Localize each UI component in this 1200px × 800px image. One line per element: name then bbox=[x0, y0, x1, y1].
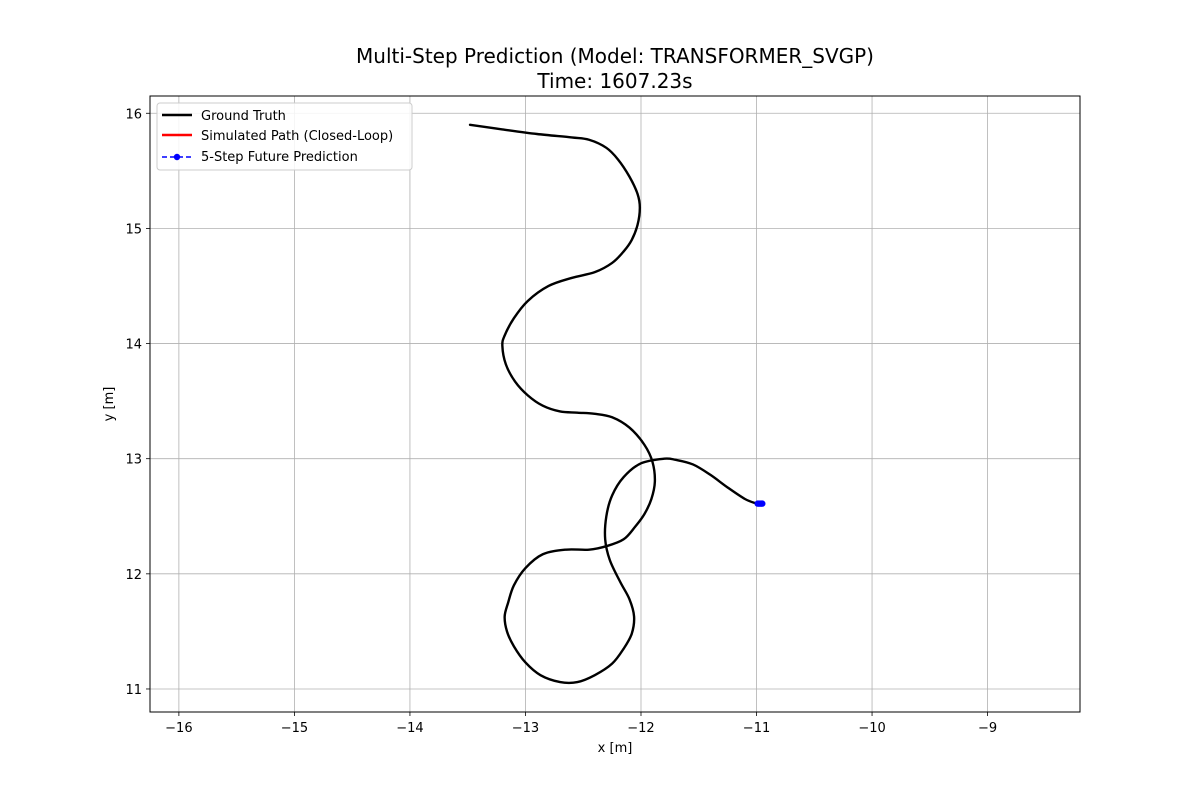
x-tick-label: −12 bbox=[627, 721, 654, 736]
y-tick-label: 14 bbox=[125, 338, 142, 353]
series-point-2 bbox=[759, 500, 766, 507]
legend-label-ground-truth: Ground Truth bbox=[201, 109, 286, 124]
x-tick-label: −15 bbox=[281, 721, 308, 736]
chart-title: Multi-Step Prediction (Model: TRANSFORME… bbox=[356, 44, 874, 68]
chart-subtitle: Time: 1607.23s bbox=[536, 69, 692, 93]
legend-label-simulated-path: Simulated Path (Closed-Loop) bbox=[201, 129, 393, 144]
x-tick-label: −14 bbox=[396, 721, 423, 736]
axis-ticks: −16 −15 −14 −13 −12 −11 −10 −9 11 12 13 14 15 16 bbox=[125, 107, 997, 736]
x-tick-label: −16 bbox=[165, 721, 192, 736]
series-line-0 bbox=[468, 123, 758, 685]
x-tick-label: −10 bbox=[858, 721, 885, 736]
legend-label-prediction: 5-Step Future Prediction bbox=[201, 150, 358, 165]
y-tick-label: 16 bbox=[125, 107, 142, 122]
legend-marker-prediction bbox=[173, 153, 181, 161]
y-tick-label: 11 bbox=[125, 683, 142, 698]
x-tick-label: −13 bbox=[512, 721, 539, 736]
x-axis-label: x [m] bbox=[598, 741, 633, 756]
x-tick-label: −9 bbox=[978, 721, 997, 736]
y-tick-label: 15 bbox=[125, 222, 142, 237]
plot-series bbox=[468, 123, 766, 685]
legend: Ground Truth Simulated Path (Closed-Loop… bbox=[156, 102, 413, 171]
x-tick-label: −11 bbox=[743, 721, 770, 736]
y-axis-label: y [m] bbox=[102, 387, 117, 422]
y-tick-label: 12 bbox=[125, 568, 142, 583]
plot-frame bbox=[149, 95, 1081, 713]
y-tick-label: 13 bbox=[125, 453, 142, 468]
legend-box bbox=[156, 102, 413, 171]
